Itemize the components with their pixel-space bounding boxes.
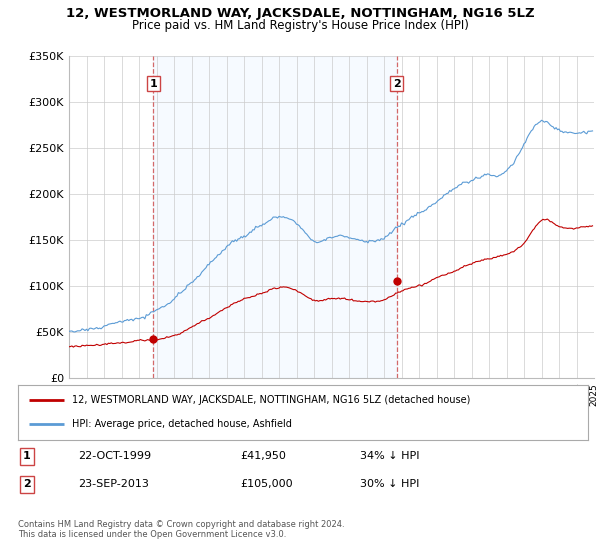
Text: £41,950: £41,950 bbox=[240, 451, 286, 461]
Text: £105,000: £105,000 bbox=[240, 479, 293, 489]
Text: 34% ↓ HPI: 34% ↓ HPI bbox=[360, 451, 419, 461]
Text: 23-SEP-2013: 23-SEP-2013 bbox=[78, 479, 149, 489]
Bar bbox=[153, 56, 397, 378]
Text: 2: 2 bbox=[23, 479, 31, 489]
Text: Contains HM Land Registry data © Crown copyright and database right 2024.
This d: Contains HM Land Registry data © Crown c… bbox=[18, 520, 344, 539]
Text: 1: 1 bbox=[23, 451, 31, 461]
Text: 1: 1 bbox=[149, 78, 157, 88]
Text: HPI: Average price, detached house, Ashfield: HPI: Average price, detached house, Ashf… bbox=[72, 419, 292, 429]
Text: 2: 2 bbox=[393, 78, 401, 88]
Text: 12, WESTMORLAND WAY, JACKSDALE, NOTTINGHAM, NG16 5LZ (detached house): 12, WESTMORLAND WAY, JACKSDALE, NOTTINGH… bbox=[72, 395, 470, 405]
Text: 30% ↓ HPI: 30% ↓ HPI bbox=[360, 479, 419, 489]
Text: Price paid vs. HM Land Registry's House Price Index (HPI): Price paid vs. HM Land Registry's House … bbox=[131, 19, 469, 32]
Text: 12, WESTMORLAND WAY, JACKSDALE, NOTTINGHAM, NG16 5LZ: 12, WESTMORLAND WAY, JACKSDALE, NOTTINGH… bbox=[65, 7, 535, 20]
Text: 22-OCT-1999: 22-OCT-1999 bbox=[78, 451, 151, 461]
